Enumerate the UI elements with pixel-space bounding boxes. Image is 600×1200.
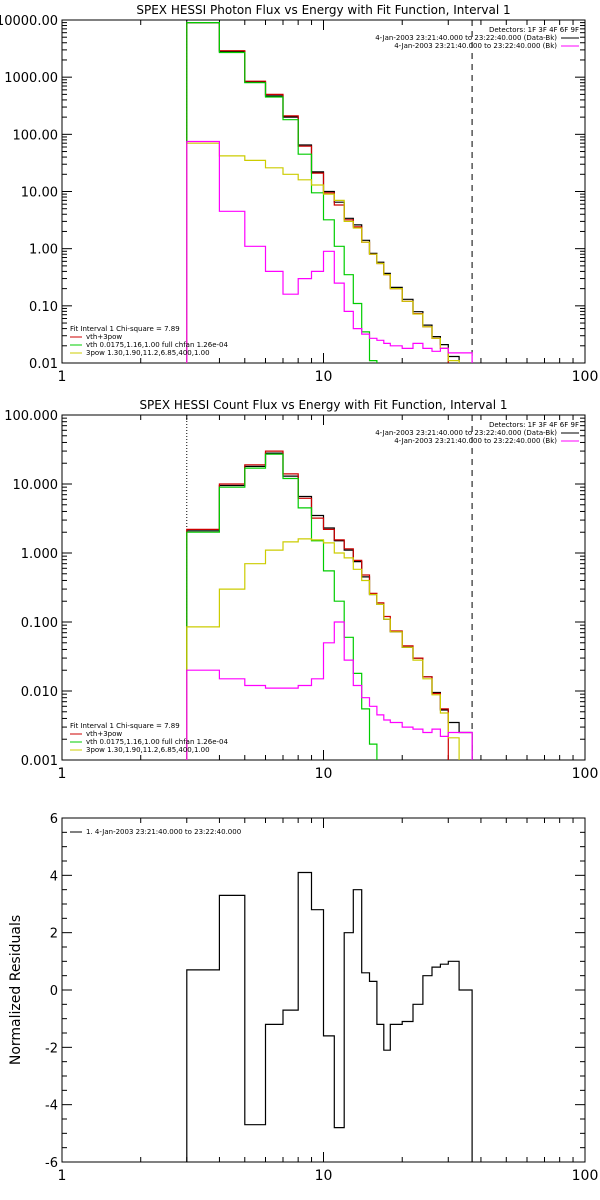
y-tick-label: -6 bbox=[45, 1156, 58, 1171]
x-tick-label: 100 bbox=[572, 766, 599, 782]
chart-panel-2: SPEX HESSI Count Flux vs Energy with Fit… bbox=[4, 398, 598, 782]
legend-entry: 1. 4-Jan-2003 23:21:40.000 to 23:22:40.0… bbox=[86, 828, 241, 836]
x-tick-label: 1 bbox=[58, 369, 67, 385]
series-vth bbox=[186, 22, 378, 363]
series-data bbox=[186, 452, 473, 760]
plot-frame bbox=[61, 414, 586, 761]
series-bk bbox=[186, 621, 473, 760]
y-tick-label: 0.010 bbox=[21, 685, 58, 700]
legend-fit-header: Fit Interval 1 Chi-square = 7.89 bbox=[70, 325, 180, 333]
y-tick-label: 1.000 bbox=[21, 547, 58, 562]
legend-detectors: Detectors: 1F 3F 4F 6F 9F bbox=[489, 421, 579, 429]
y-tick-label: 0 bbox=[50, 984, 58, 999]
legend-entry: vth 0.0175,1.16,1.00 full chfan 1.26e-04 bbox=[86, 738, 228, 746]
y-tick-label: 0.10 bbox=[29, 300, 58, 315]
legend-entry: vth+3pow bbox=[86, 333, 122, 341]
legend-entry: 4-Jan-2003 23:21:40.000 to 23:22:40.000 … bbox=[394, 42, 557, 50]
legend-entry: 3pow 1.30,1.90,11.2,6.85,400,1.00 bbox=[86, 746, 210, 754]
y-tick-label: 0.100 bbox=[21, 616, 58, 631]
y-tick-label: 4 bbox=[50, 869, 58, 884]
series-vth-3pow bbox=[186, 450, 449, 760]
legend-entry: vth+3pow bbox=[86, 730, 122, 738]
x-tick-label: 1 bbox=[58, 766, 67, 782]
series-vth bbox=[186, 453, 378, 760]
series-3pow bbox=[186, 142, 460, 363]
y-tick-label: -4 bbox=[45, 1099, 58, 1114]
legend-entry: 4-Jan-2003 23:21:40.000 to 23:22:40.000 … bbox=[375, 34, 557, 42]
series-residuals bbox=[186, 871, 473, 1162]
chart-title: SPEX HESSI Photon Flux vs Energy with Fi… bbox=[136, 3, 510, 17]
x-tick-label: 1 bbox=[58, 1168, 67, 1184]
legend-entry: vth 0.0175,1.16,1.00 full chfan 1.26e-04 bbox=[86, 341, 228, 349]
series-bk bbox=[186, 140, 473, 363]
legend-entry: 4-Jan-2003 23:21:40.000 to 23:22:40.000 … bbox=[394, 437, 557, 445]
y-tick-label: 6 bbox=[50, 812, 58, 827]
legend-entry: 4-Jan-2003 23:21:40.000 to 23:22:40.000 … bbox=[375, 429, 557, 437]
chart-title: SPEX HESSI Count Flux vs Energy with Fit… bbox=[139, 398, 507, 412]
y-tick-label: 1000.00 bbox=[4, 71, 58, 86]
chart-panel-1: SPEX HESSI Photon Flux vs Energy with Fi… bbox=[0, 3, 598, 385]
y-tick-label: 10.000 bbox=[13, 478, 59, 493]
y-axis-label: Normalized Residuals bbox=[8, 915, 24, 1065]
y-tick-label: 1.00 bbox=[29, 243, 58, 258]
y-tick-label: 100.000 bbox=[4, 409, 58, 424]
y-tick-label: -2 bbox=[45, 1041, 58, 1056]
chart-panel-3: 1 10 100 6 4 2 0 -2 -4 -6 Normalized Residuals 1. 4… bbox=[8, 812, 598, 1184]
y-tick-label: 100.00 bbox=[13, 128, 59, 143]
series-3pow bbox=[186, 538, 460, 760]
y-tick-label: 0.01 bbox=[29, 357, 58, 372]
y-tick-label: 0.001 bbox=[21, 754, 58, 769]
x-tick-label: 10 bbox=[315, 369, 333, 385]
legend-detectors: Detectors: 1F 3F 4F 6F 9F bbox=[489, 26, 579, 34]
legend-fit-header: Fit Interval 1 Chi-square = 7.89 bbox=[70, 722, 180, 730]
legend-entry: 3pow 1.30,1.90,11.2,6.85,400,1.00 bbox=[86, 349, 210, 357]
y-tick-label: 10000.00 bbox=[0, 14, 58, 29]
x-tick-label: 10 bbox=[315, 1168, 333, 1184]
x-tick-label: 10 bbox=[315, 766, 333, 782]
y-tick-label: 10.00 bbox=[21, 186, 58, 201]
x-tick-label: 100 bbox=[572, 369, 599, 385]
y-tick-label: 2 bbox=[50, 927, 58, 942]
x-tick-label: 100 bbox=[572, 1168, 599, 1184]
